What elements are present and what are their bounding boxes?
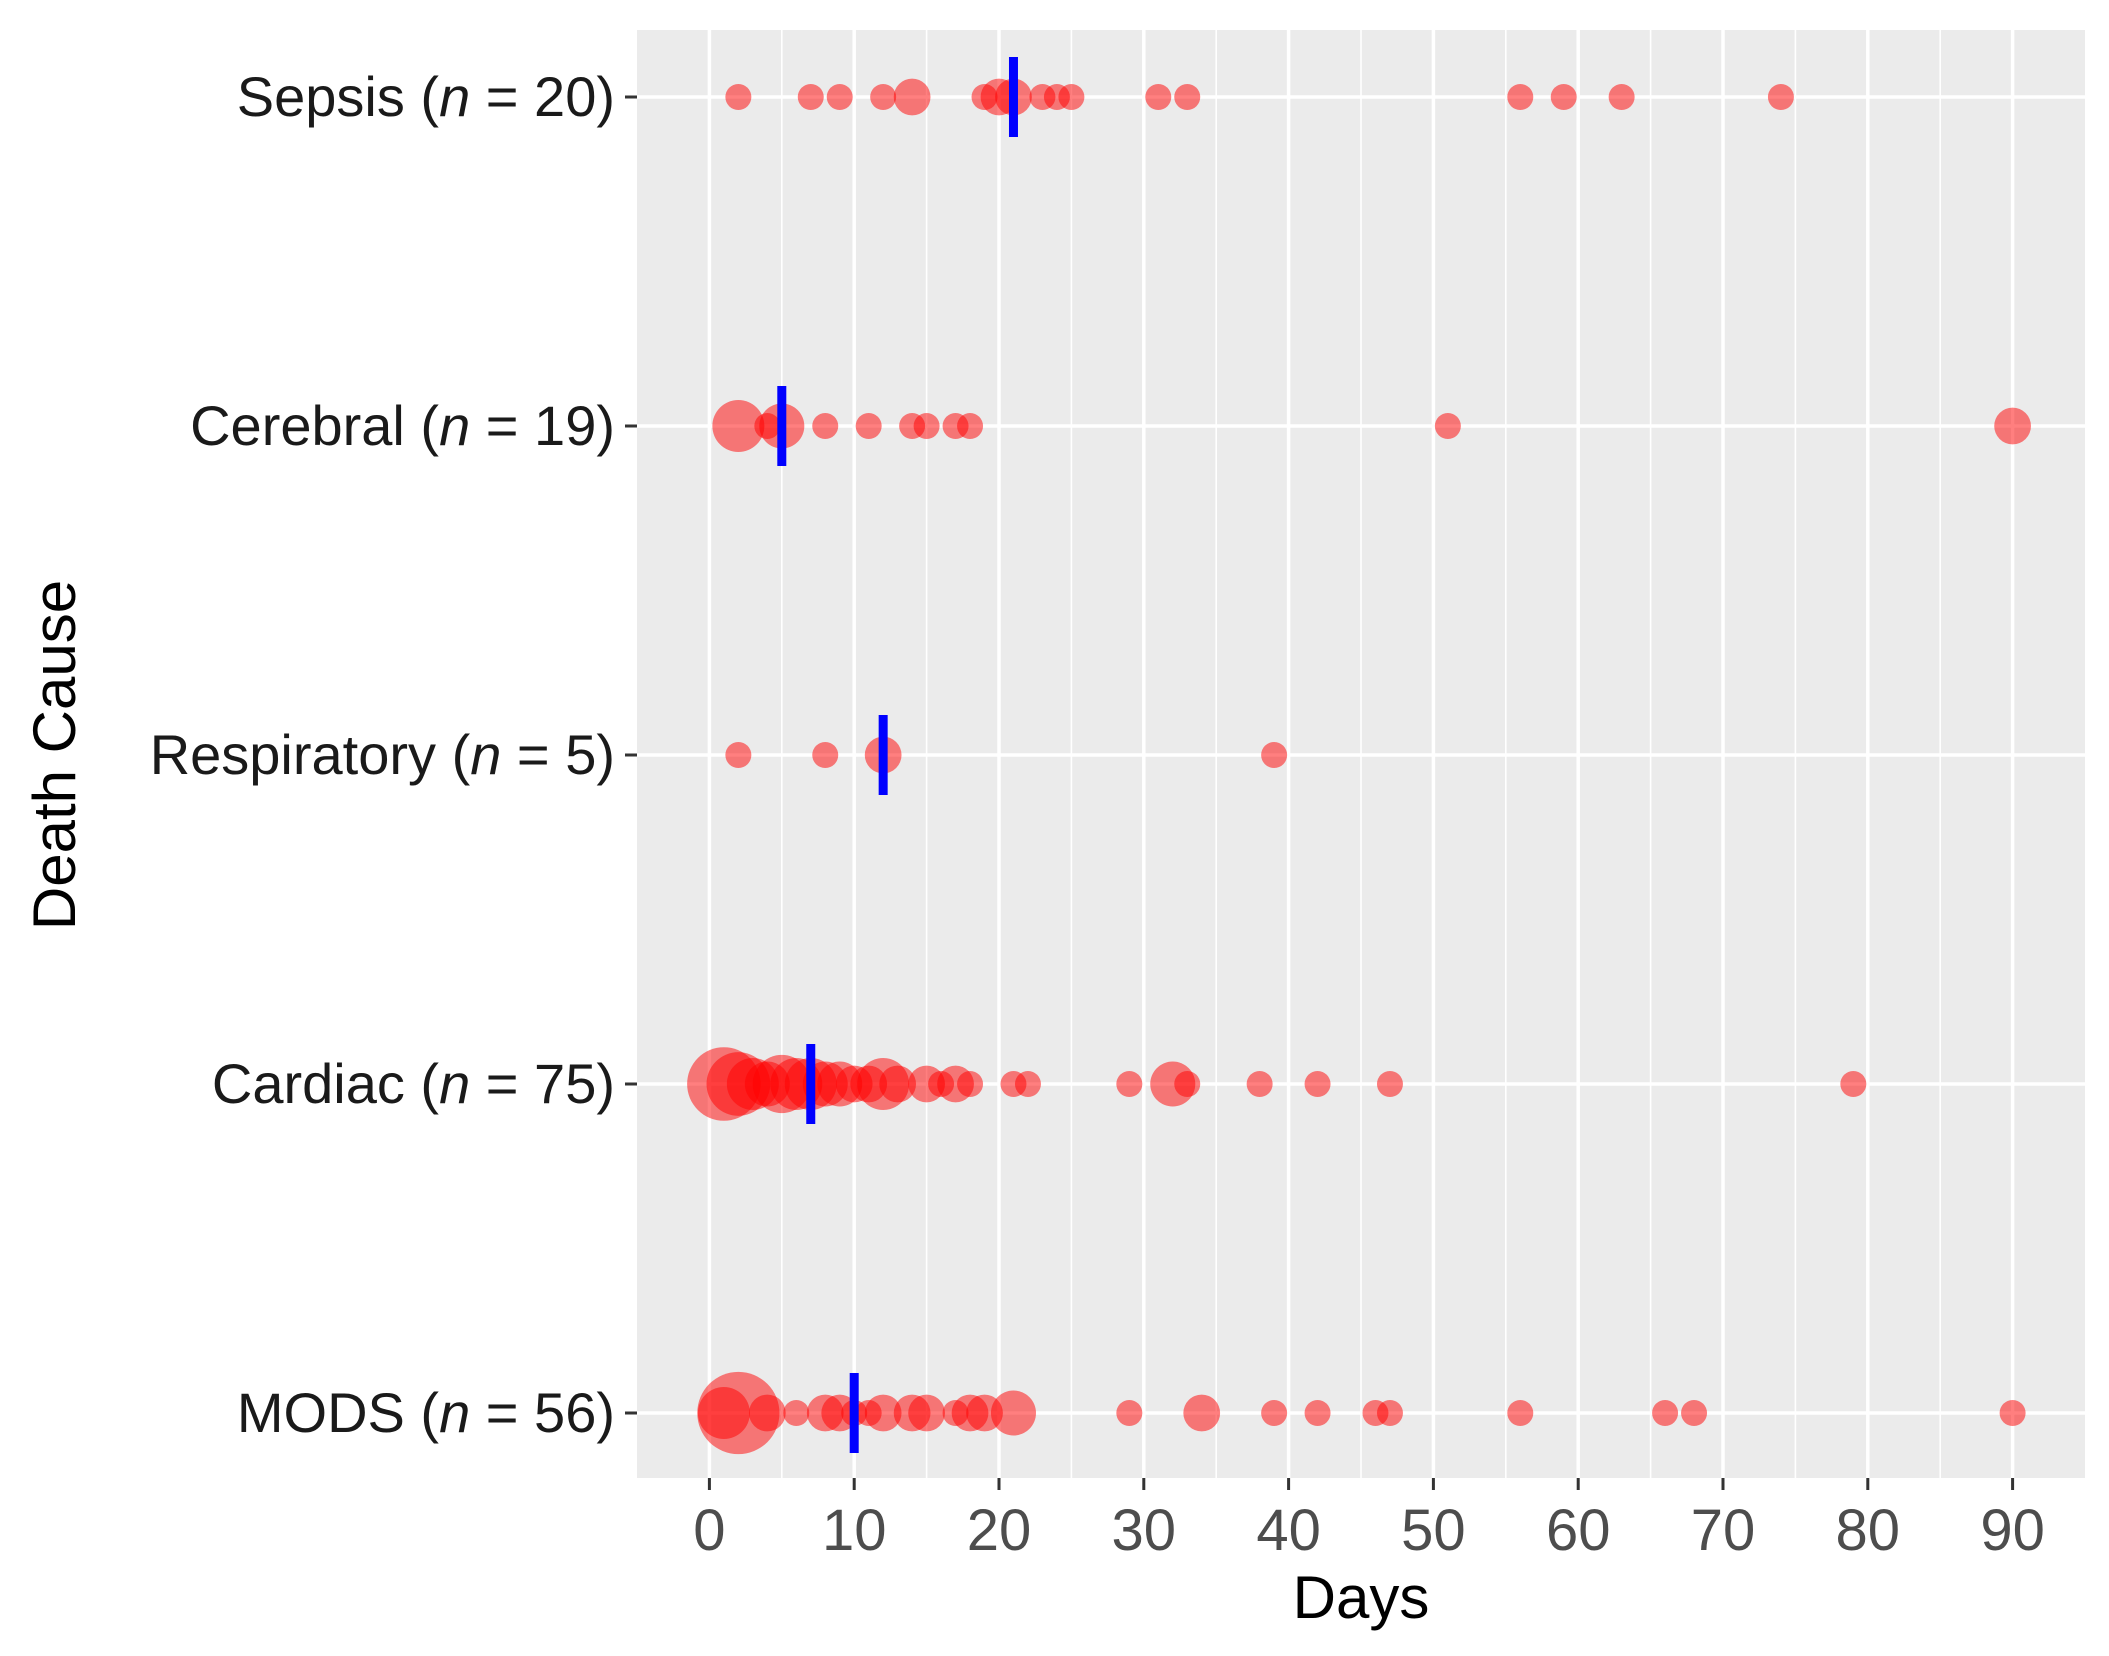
y-tick-label: Sepsis (n = 20): [237, 65, 615, 128]
data-point: [1507, 84, 1534, 110]
x-tick-label: 70: [1691, 1498, 1756, 1563]
data-point: [1116, 1071, 1143, 1097]
x-axis-title: Days: [1293, 1564, 1430, 1631]
y-tick-label: MODS (n = 56): [237, 1381, 615, 1444]
data-point: [797, 84, 824, 110]
y-axis-title: Death Cause: [21, 580, 88, 930]
data-point: [1507, 1400, 1534, 1426]
x-axis: 0 10 20 30 40 50 60 70 80 90: [693, 1478, 2045, 1563]
data-point: [1174, 1071, 1201, 1097]
y-axis: Sepsis (n = 20) Cerebral (n = 19) Respirat…: [150, 65, 637, 1444]
data-point: [879, 1065, 917, 1103]
data-point: [1434, 413, 1461, 439]
data-point: [1550, 84, 1577, 110]
data-point: [748, 1394, 786, 1432]
x-tick-label: 40: [1256, 1498, 1321, 1563]
data-point: [1304, 1400, 1331, 1426]
data-point: [1840, 1071, 1867, 1097]
data-point: [1014, 1071, 1041, 1097]
grid-lines: [637, 30, 2085, 1478]
data-point: [1058, 84, 1085, 110]
data-point: [1376, 1400, 1403, 1426]
data-point: [725, 84, 752, 110]
data-point: [1999, 1400, 2026, 1426]
y-tick-label: Cerebral (n = 19): [190, 394, 615, 457]
data-point: [990, 1390, 1036, 1436]
x-tick-label: 0: [693, 1498, 725, 1563]
median-markers: [777, 57, 1018, 1453]
data-point: [913, 413, 940, 439]
data-point: [1304, 1071, 1331, 1097]
x-tick-label: 60: [1546, 1498, 1611, 1563]
data-point: [1261, 742, 1288, 768]
data-point: [1116, 1400, 1143, 1426]
data-point: [893, 78, 931, 116]
x-tick-label: 10: [822, 1498, 887, 1563]
data-point: [957, 1071, 984, 1097]
y-tick-label: Respiratory (n = 5): [150, 723, 615, 786]
data-point: [957, 413, 984, 439]
x-tick-label: 50: [1401, 1498, 1466, 1563]
data-point: [855, 413, 882, 439]
data-point: [1174, 84, 1201, 110]
x-tick-label: 90: [1980, 1498, 2045, 1563]
data-point: [812, 742, 839, 768]
data-point: [870, 84, 897, 110]
data-point: [725, 742, 752, 768]
data-point: [864, 1394, 902, 1432]
data-point: [712, 400, 765, 452]
y-tick-label: Cardiac (n = 75): [212, 1052, 615, 1115]
data-point: [1608, 84, 1635, 110]
x-tick-label: 30: [1112, 1498, 1177, 1563]
data-point: [1376, 1071, 1403, 1097]
data-point: [908, 1394, 945, 1432]
data-point: [1681, 1400, 1708, 1426]
data-point: [1183, 1394, 1221, 1432]
data-point: [1261, 1400, 1288, 1426]
x-tick-label: 80: [1836, 1498, 1901, 1563]
data-point: [1652, 1400, 1679, 1426]
x-tick-label: 20: [967, 1498, 1032, 1563]
data-point: [697, 1371, 780, 1455]
data-point: [1767, 84, 1794, 110]
data-point: [1246, 1071, 1273, 1097]
data-point: [783, 1400, 810, 1426]
data-point: [826, 84, 853, 110]
data-point: [1994, 407, 2031, 445]
data-point: [1145, 84, 1172, 110]
data-point: [812, 413, 839, 439]
